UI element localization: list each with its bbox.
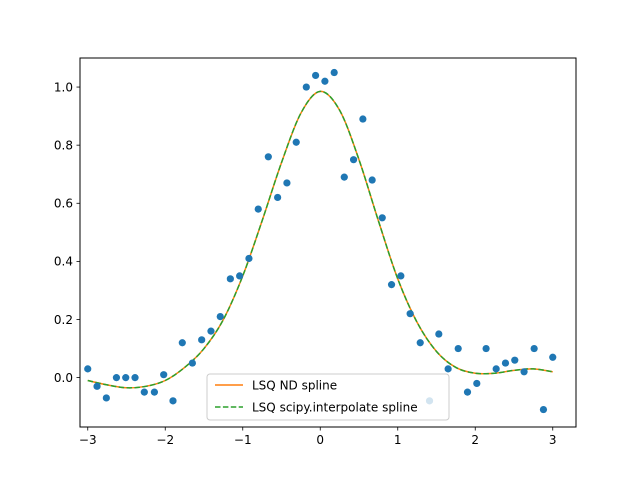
y-tick-label: 0.2 <box>54 313 73 327</box>
data-point <box>236 272 244 280</box>
data-point <box>530 344 538 353</box>
data-point <box>359 115 367 123</box>
x-tick-label: 3 <box>549 433 557 447</box>
data-point <box>226 275 234 283</box>
x-tick-label: 1 <box>394 433 402 447</box>
y-tick-label: 0.6 <box>54 197 73 211</box>
legend-label-nd-spline: LSQ ND spline <box>252 379 337 393</box>
series-layer <box>87 90 553 389</box>
data-point <box>454 344 462 353</box>
y-tick-label: 1.0 <box>54 80 73 94</box>
data-point <box>122 374 130 382</box>
data-point <box>150 388 158 396</box>
points-layer <box>84 68 557 414</box>
data-point <box>216 312 224 321</box>
data-point <box>397 272 405 280</box>
series-line-scipy-spline <box>87 90 553 389</box>
data-point <box>520 368 528 376</box>
data-point <box>463 388 472 396</box>
x-axis-ticks: −3 −2 −1 0 1 2 3 <box>79 427 557 447</box>
data-point <box>406 310 414 318</box>
data-point <box>292 138 300 146</box>
data-point <box>245 254 253 263</box>
data-point <box>312 71 320 80</box>
data-point <box>387 281 396 289</box>
y-tick-label: 0.0 <box>54 371 73 385</box>
data-point <box>368 176 376 184</box>
x-tick-label: 0 <box>316 433 324 447</box>
y-axis-ticks: 0.0 0.2 0.4 0.6 0.8 1.0 <box>54 80 80 385</box>
x-tick-label: −2 <box>156 433 174 447</box>
data-point <box>302 83 310 91</box>
legend: LSQ ND spline LSQ scipy.interpolate spli… <box>206 373 450 421</box>
data-point <box>169 397 177 405</box>
data-point <box>102 394 110 402</box>
y-tick-label: 0.8 <box>54 138 73 152</box>
x-tick-label: 2 <box>471 433 479 447</box>
data-point <box>160 371 168 379</box>
data-point <box>330 68 338 77</box>
data-point <box>207 327 215 335</box>
data-point <box>254 205 262 213</box>
data-point <box>274 193 282 202</box>
x-tick-label: −3 <box>79 433 97 447</box>
data-point <box>178 339 186 347</box>
data-point <box>482 344 490 353</box>
data-point <box>435 330 443 338</box>
data-point <box>188 359 196 367</box>
data-point <box>93 382 101 390</box>
data-point <box>198 336 206 344</box>
plot-area-frame <box>79 57 577 428</box>
data-point <box>264 153 272 161</box>
legend-frame <box>206 373 450 421</box>
data-point <box>112 374 121 382</box>
data-point <box>473 379 481 388</box>
data-point <box>340 173 348 181</box>
data-point <box>378 214 386 222</box>
data-point <box>444 365 452 373</box>
data-point <box>321 77 329 85</box>
data-point <box>492 365 500 373</box>
data-point <box>140 388 148 396</box>
data-point <box>539 405 548 414</box>
legend-label-scipy-spline: LSQ scipy.interpolate spline <box>252 401 418 415</box>
data-point <box>84 365 92 373</box>
data-point <box>501 359 510 367</box>
x-tick-label: −1 <box>234 433 252 447</box>
data-point <box>549 353 557 361</box>
data-point <box>349 156 358 164</box>
data-point <box>511 356 519 364</box>
data-point <box>416 339 424 347</box>
data-point <box>283 179 291 187</box>
y-tick-label: 0.4 <box>54 255 73 269</box>
data-point <box>131 374 139 382</box>
